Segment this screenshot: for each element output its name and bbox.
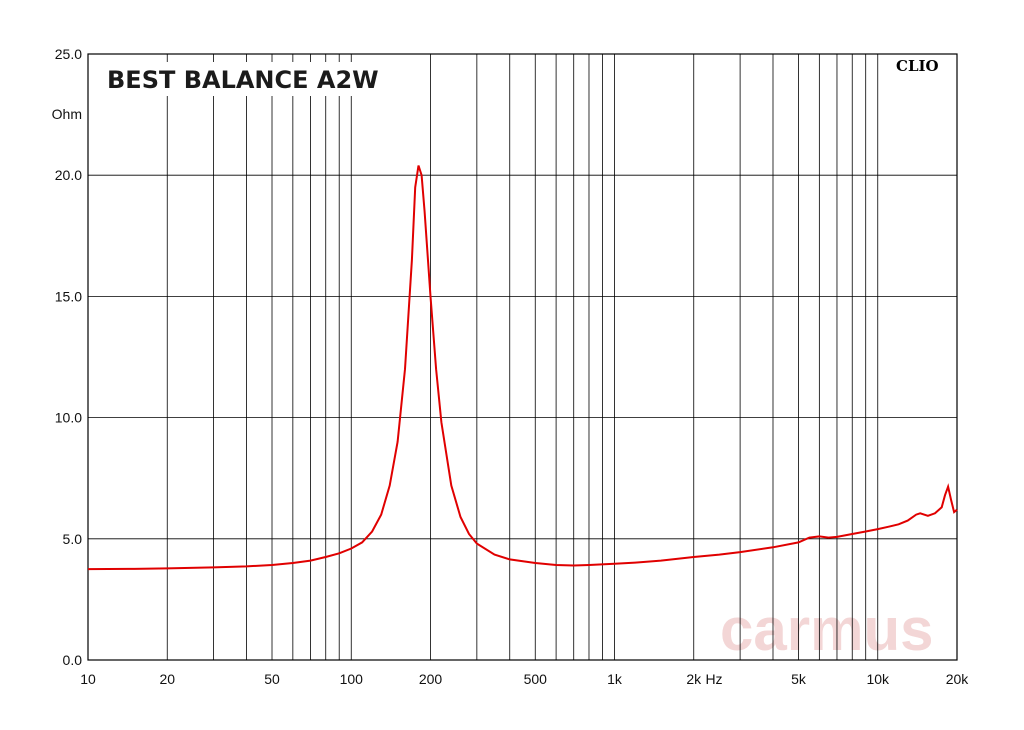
impedance-curve: [87, 165, 958, 571]
y-tick-label: 20.0: [55, 167, 82, 183]
x-tick-label: 500: [524, 671, 548, 687]
x-tick-label: 50: [264, 671, 280, 687]
x-tick-label: 10k: [866, 671, 890, 687]
x-tick-label: 200: [419, 671, 443, 687]
watermark: carmus: [720, 596, 933, 663]
y-tick-label: 10.0: [55, 410, 82, 426]
x-axis-ticks: 10 20 50 100 200 500 1k 2k 5k 10k 20k: [80, 671, 969, 687]
x-axis-unit-label: Hz: [705, 671, 722, 687]
chart-title: BEST BALANCE A2W: [107, 66, 379, 94]
x-tick-label: 5k: [791, 671, 807, 687]
plot-frame: [87, 53, 958, 661]
brand-background: [890, 56, 946, 76]
y-axis-unit-label: Ohm: [52, 106, 82, 122]
x-tick-label: 20k: [946, 671, 970, 687]
x-tick-label: 2k: [686, 671, 702, 687]
brand-label: CLIO: [896, 57, 939, 75]
y-tick-label: 5.0: [63, 531, 83, 547]
y-tick-label: 0.0: [63, 652, 83, 668]
x-tick-label: 20: [159, 671, 175, 687]
title-background: [98, 62, 388, 96]
y-tick-label: 15.0: [55, 288, 82, 304]
x-tick-label: 100: [340, 671, 364, 687]
grid: [88, 54, 957, 660]
x-tick-label: 1k: [607, 671, 623, 687]
x-tick-label: 10: [80, 671, 96, 687]
y-axis-ticks: 0.0 5.0 10.0 15.0 20.0 25.0: [55, 46, 82, 668]
y-tick-label: 25.0: [55, 46, 82, 62]
